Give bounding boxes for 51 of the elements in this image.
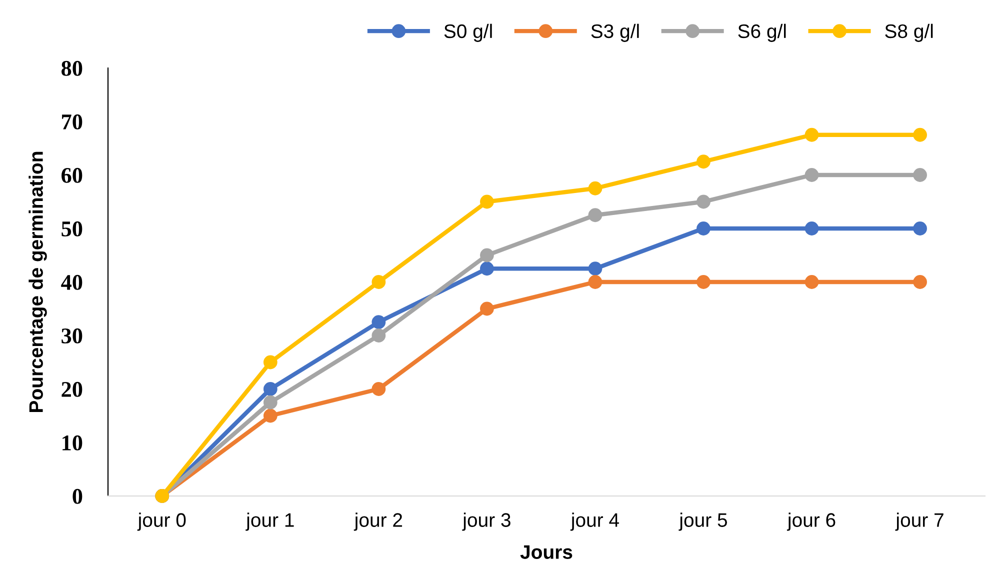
point [263,382,278,396]
x-tick-label: jour 5 [678,512,727,531]
legend-label: S0 g/l [444,24,492,42]
point [372,315,386,330]
point [913,275,927,289]
point [588,208,602,222]
point [913,128,927,142]
point [913,168,927,182]
point [372,328,386,342]
point [480,194,494,209]
point [372,275,386,289]
y-tick-label: 50 [62,221,82,236]
y-tick-label: 30 [62,328,82,344]
point [480,262,494,276]
x-tick-label: jour 6 [786,512,836,531]
x-tick-label: jour 1 [246,512,294,531]
point [913,222,927,236]
x-axis-title: Jours [520,545,572,559]
point [263,395,278,410]
x-tick-label: jour 2 [354,512,402,531]
legend-label: S8 g/l [885,24,933,42]
point [588,181,602,196]
y-tick-label: 20 [62,382,82,397]
y-tick-label: 10 [62,435,82,450]
point [480,248,494,262]
point [696,222,710,236]
y-tick-label: 40 [61,274,82,290]
y-axis-title: Pourcentage de germination [28,152,47,412]
legend-label: S6 g/l [738,24,786,42]
x-tick-label: jour 3 [462,512,510,531]
point [696,194,710,209]
y-tick-label: 0 [72,488,82,504]
point [263,355,278,370]
point [696,275,710,289]
x-tick-label: jour 0 [137,512,186,531]
point [263,408,278,423]
point [588,275,602,289]
y-tick-label: 70 [62,114,82,130]
x-tick-label: jour 4 [570,512,619,531]
point [804,168,819,182]
point [372,382,386,396]
point [804,222,819,236]
y-tick-label: 80 [62,60,82,76]
point [804,275,819,289]
point [804,128,819,142]
point [696,154,710,169]
x-tick-label: jour 7 [895,512,944,531]
point [480,302,494,316]
y-tick-label: 60 [62,168,82,183]
point [588,262,602,276]
legend-label: S3 g/l [591,24,639,42]
